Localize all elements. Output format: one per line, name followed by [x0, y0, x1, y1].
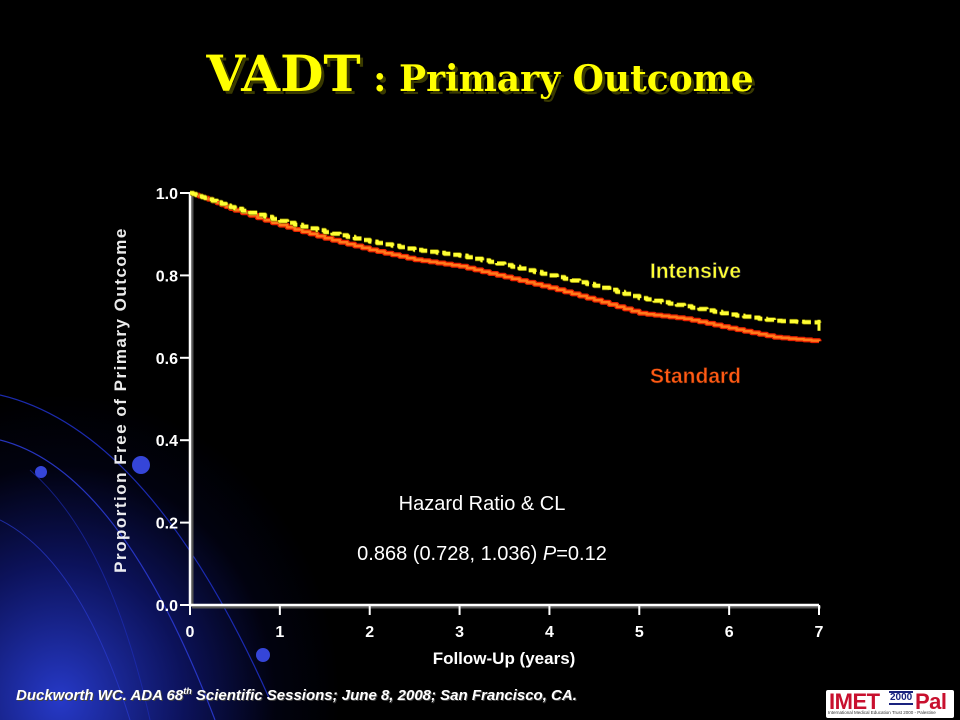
chart-axes	[188, 192, 821, 609]
x-tick-label: 7	[815, 624, 824, 641]
y-tick-label: 0.0	[156, 598, 178, 615]
y-tick-label: 0.8	[156, 268, 178, 285]
y-tick-label: 0.2	[156, 516, 178, 533]
y-tick-label: 1.0	[156, 186, 178, 203]
logo-word-left: IMET	[829, 690, 880, 714]
citation-pre: Duckworth WC. ADA 68	[16, 687, 184, 704]
deco-dot	[256, 648, 270, 662]
series-intensive-shadow	[190, 190, 822, 325]
legend-standard: Standard	[650, 365, 741, 388]
x-tick-label: 1	[275, 624, 284, 641]
chart-series	[190, 190, 822, 344]
logo-tagline: International Medical Education Trust 20…	[828, 710, 936, 715]
x-tick-label: 6	[725, 624, 734, 641]
x-axis-title: Follow-Up (years)	[433, 649, 576, 668]
deco-dot	[35, 466, 47, 478]
x-tick-label: 5	[635, 624, 644, 641]
title-main: VADT	[206, 44, 361, 103]
x-tick-label: 3	[455, 624, 464, 641]
citation-sup: th	[183, 686, 192, 696]
y-tick-label: 0.4	[156, 433, 178, 450]
hazard-ratio-title: Hazard Ratio & CL	[399, 493, 566, 515]
x-tick-label: 4	[545, 624, 554, 641]
citation: Duckworth WC. ADA 68th Scientific Sessio…	[16, 686, 577, 704]
hazard-ratio-pvalue: =0.12	[556, 543, 607, 565]
series-standard	[190, 191, 821, 342]
title-sub: : Primary Outcome	[360, 58, 754, 100]
deco-dot	[132, 456, 150, 474]
hazard-ratio-p: P	[543, 543, 557, 565]
hazard-ratio-value: 0.868 (0.728, 1.036) P=0.12	[357, 543, 607, 565]
chart-ticks: 0.0 0.2 0.4 0.6 0.8 1.0 0 1 2 3 4 5 6 7	[156, 186, 824, 641]
x-tick-label: 2	[365, 624, 374, 641]
hazard-ratio-numbers: 0.868 (0.728, 1.036)	[357, 543, 543, 565]
logo-year: 2000	[889, 691, 914, 705]
y-tick-label: 0.6	[156, 351, 178, 368]
series-intensive	[190, 191, 821, 325]
x-tick-label: 0	[186, 624, 195, 641]
logo-word-right: Pal	[915, 690, 947, 714]
page-title: VADT : Primary Outcome	[0, 44, 960, 103]
y-axis-title: Proportion Free of Primary Outcome	[111, 227, 130, 573]
imet-logo: IMET 2000 Pal International Medical Educ…	[826, 690, 954, 718]
legend-intensive: Intensive	[650, 260, 741, 283]
citation-post: Scientific Sessions; June 8, 2008; San F…	[191, 687, 577, 704]
